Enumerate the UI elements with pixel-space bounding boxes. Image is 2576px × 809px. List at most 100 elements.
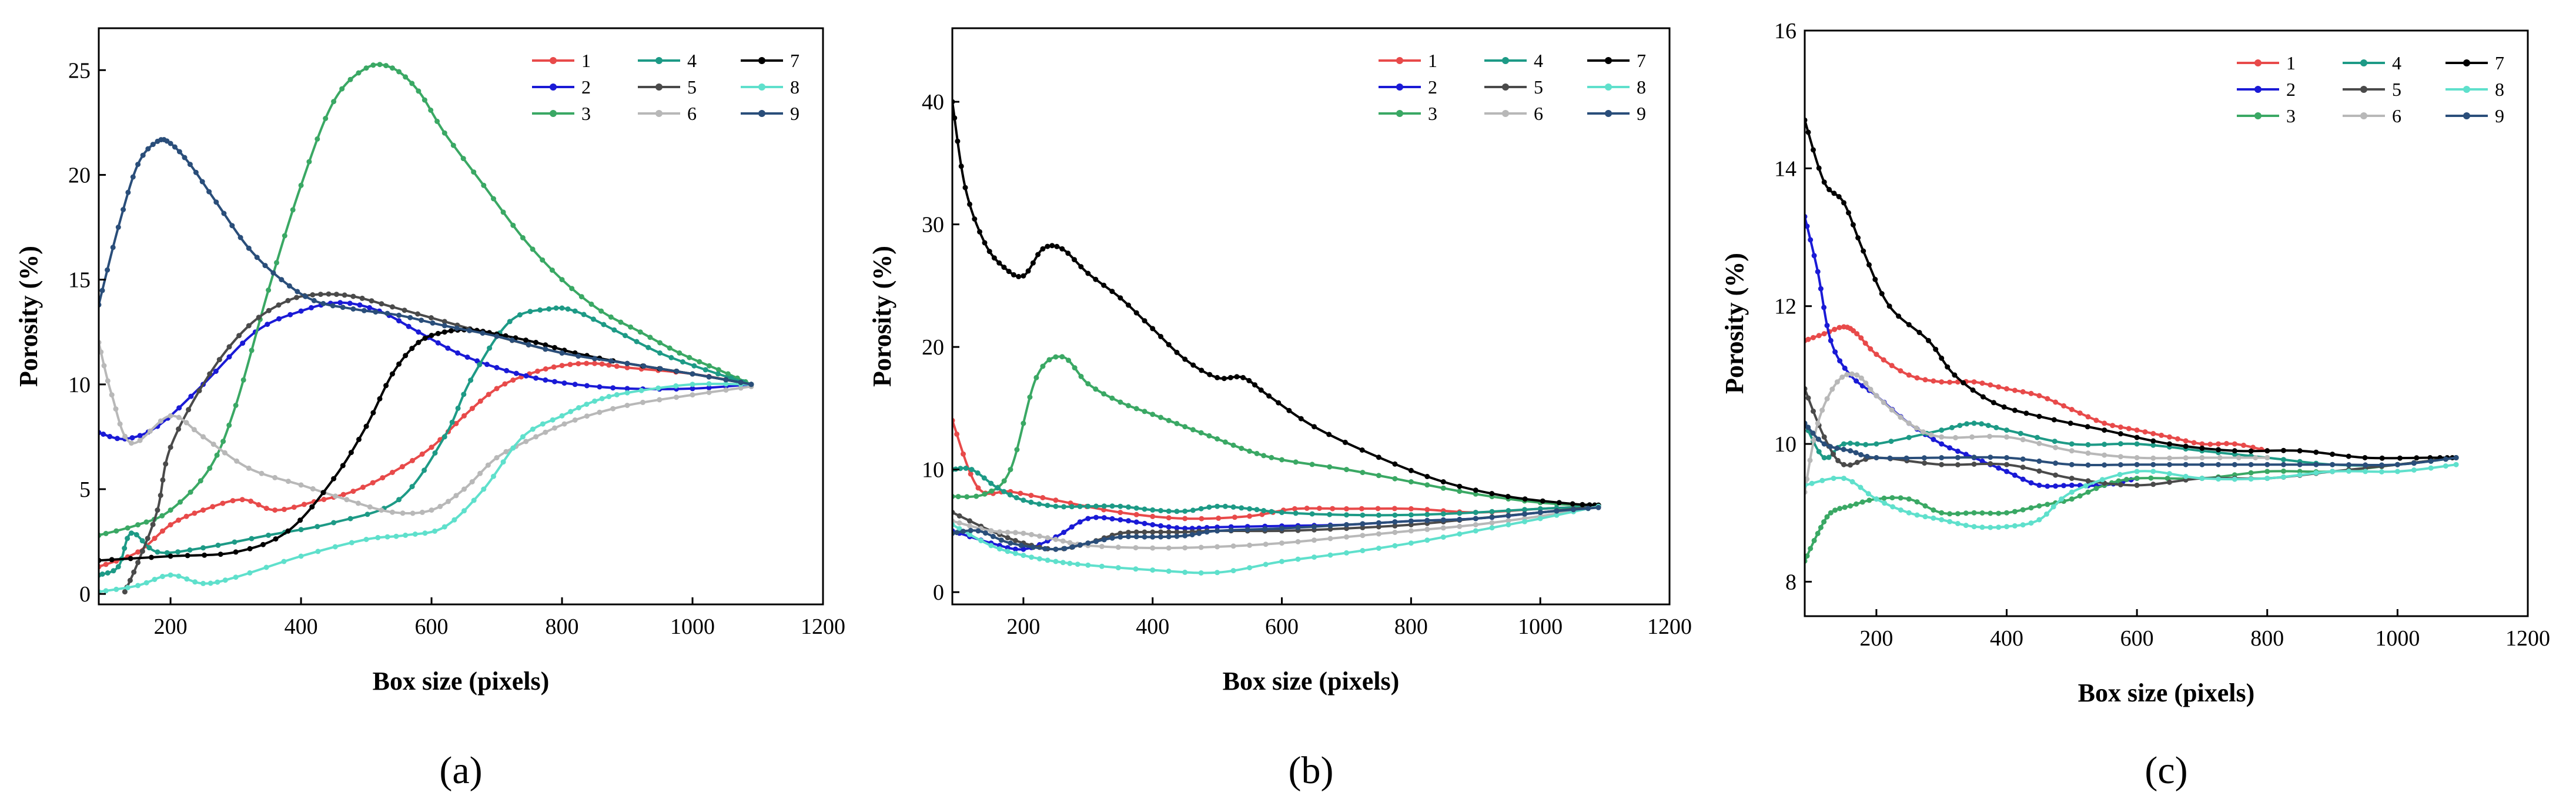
series-marker-7 — [356, 436, 362, 442]
series-marker-8 — [655, 385, 661, 391]
series-marker-3 — [1866, 497, 1872, 503]
series-marker-1 — [248, 499, 254, 504]
series-marker-3 — [1085, 381, 1091, 387]
x-tick-label: 400 — [1136, 614, 1169, 639]
series-marker-5 — [402, 307, 407, 313]
series-marker-5 — [1150, 529, 1156, 535]
series-marker-3 — [306, 159, 312, 165]
series-marker-4 — [441, 434, 447, 440]
x-axis-title: Box size (pixels) — [373, 667, 550, 696]
series-marker-7 — [2297, 448, 2303, 454]
series-marker-8 — [2313, 470, 2319, 476]
series-marker-3 — [2028, 505, 2034, 511]
series-marker-7 — [1326, 432, 1332, 437]
series-marker-3 — [1889, 495, 1895, 501]
series-marker-6 — [429, 507, 434, 513]
series-marker-9 — [140, 152, 146, 158]
series-marker-8 — [1021, 553, 1026, 559]
series-marker-6 — [706, 390, 712, 395]
series-marker-7 — [2117, 431, 2123, 437]
series-marker-5 — [390, 304, 395, 310]
series-marker-6 — [1029, 531, 1035, 537]
series-marker-5 — [216, 357, 222, 363]
series-marker-8 — [349, 540, 354, 546]
series-marker-7 — [2150, 438, 2156, 444]
series-marker-8 — [2150, 469, 2156, 474]
series-marker-4 — [2102, 442, 2107, 447]
series-marker-9 — [954, 530, 960, 536]
series-marker-4 — [432, 450, 438, 456]
series-marker-5 — [1955, 462, 1961, 467]
series-marker-2 — [1821, 305, 1827, 310]
series-marker-6 — [2253, 455, 2259, 460]
series-marker-6 — [1881, 400, 1886, 405]
series-marker-7 — [320, 490, 326, 496]
series-marker-3 — [1142, 409, 1148, 414]
series-marker-9 — [1262, 526, 1268, 532]
x-tick-label: 200 — [1006, 614, 1040, 639]
series-marker-4 — [680, 359, 685, 365]
series-marker-1 — [1391, 506, 1397, 512]
series-marker-8 — [222, 577, 228, 583]
legend-swatch-marker — [758, 110, 765, 117]
series-marker-4 — [537, 307, 543, 313]
series-marker-6 — [122, 433, 128, 439]
series-marker-7 — [1118, 295, 1123, 301]
series-marker-6 — [469, 479, 475, 484]
series-marker-3 — [2123, 477, 2129, 482]
series-marker-1 — [2110, 423, 2116, 429]
series-line-4 — [952, 467, 1599, 517]
series-marker-8 — [461, 508, 467, 514]
series-6 — [952, 503, 1601, 551]
series-marker-5 — [1988, 461, 1993, 467]
series-marker-1 — [1199, 516, 1205, 521]
series-marker-2 — [265, 322, 270, 327]
series-marker-9 — [961, 529, 966, 534]
series-marker-4 — [409, 484, 415, 490]
series-marker-6 — [2183, 455, 2189, 461]
series-marker-3 — [113, 528, 119, 534]
series-marker-2 — [2020, 476, 2026, 482]
series-marker-2 — [1854, 378, 1859, 384]
series-marker-2 — [337, 300, 343, 306]
series-marker-2 — [298, 308, 304, 314]
series-marker-4 — [1053, 503, 1059, 509]
series-marker-8 — [2216, 476, 2222, 482]
series-marker-6 — [461, 486, 467, 492]
series-marker-4 — [1473, 510, 1478, 516]
series-marker-1 — [419, 451, 425, 457]
series-marker-8 — [2264, 476, 2270, 482]
series-marker-3 — [1996, 510, 2002, 516]
series-marker-4 — [1045, 503, 1051, 509]
series-marker-2 — [2045, 483, 2050, 489]
series-marker-6 — [210, 442, 216, 447]
series-marker-9 — [1585, 506, 1591, 512]
series-marker-8 — [1053, 559, 1059, 564]
series-marker-9 — [1408, 518, 1414, 524]
series-marker-2 — [101, 432, 106, 437]
series-marker-1 — [510, 377, 516, 383]
series-marker-7 — [1276, 400, 1282, 406]
series-marker-1 — [1182, 516, 1188, 521]
series-marker-7 — [1580, 502, 1585, 507]
series-marker-9 — [1489, 514, 1495, 520]
series-marker-1 — [152, 536, 158, 541]
series-marker-6 — [1012, 530, 1018, 536]
series-marker-9 — [1244, 527, 1250, 533]
series-marker-7 — [1133, 310, 1139, 316]
series-marker-7 — [273, 536, 279, 542]
series-marker-3 — [390, 65, 395, 71]
series-marker-7 — [2248, 448, 2254, 454]
y-tick-label: 10 — [922, 458, 944, 483]
series-marker-3 — [1014, 447, 1020, 453]
series-marker-7 — [2102, 427, 2107, 433]
series-marker-2 — [287, 312, 293, 317]
series-marker-3 — [428, 107, 434, 113]
series-marker-3 — [1190, 427, 1196, 433]
series-marker-7 — [1821, 179, 1827, 185]
series-marker-2 — [188, 393, 194, 399]
series-marker-3 — [1309, 462, 1315, 467]
series-marker-8 — [1996, 524, 2002, 530]
plot-frame — [98, 27, 824, 606]
legend-item-4: 4 — [638, 50, 697, 71]
